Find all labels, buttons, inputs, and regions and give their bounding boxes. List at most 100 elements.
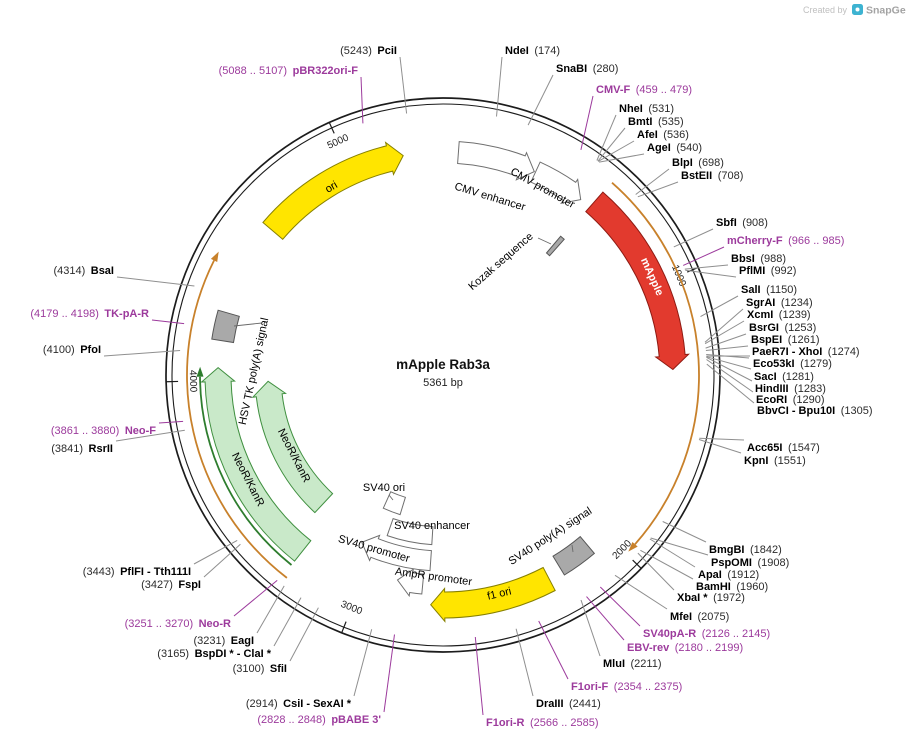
feature-label-ori: ori [323, 179, 340, 196]
enzyme-label-bbvci-bpu10i: BbvCI - Bpu10I (1305) [757, 405, 873, 417]
enzyme-label-bamhi: BamHI (1960) [696, 581, 768, 593]
plasmid-title: mApple Rab3a [396, 357, 490, 372]
enzyme-label-bmti: BmtI (535) [628, 116, 684, 128]
primer-leader-line [682, 246, 725, 266]
enzyme-label-pcii: (5243) PciI [340, 45, 397, 57]
enzyme-leader-line [650, 537, 709, 556]
feature-thin-arc-left-green-head [196, 366, 204, 377]
snapgene-logo-dot [855, 7, 860, 12]
feature-leader-line [537, 237, 552, 245]
enzyme-label-mlui: MluI (2211) [603, 658, 661, 670]
primer-leader-line [580, 95, 594, 151]
enzyme-label-ecori: EcoRI (1290) [756, 394, 824, 406]
enzyme-label-pflfi-tth111i: (3443) PflFI - Tth111I [83, 566, 191, 578]
enzyme-leader-line [496, 56, 503, 117]
enzyme-label-eco53ki: Eco53kI (1279) [753, 358, 832, 370]
feature-box-sv40-poly-a-signal [552, 535, 596, 576]
enzyme-label-paer7i-xhoi: PaeR7I - XhoI (1274) [752, 346, 860, 358]
enzyme-leader-line [527, 74, 554, 126]
primer-label-mcherry-f: mCherry-F (966 .. 985) [727, 235, 844, 247]
feature-arrow-f1-ori [430, 566, 556, 623]
enzyme-label-bbsi: BbsI (988) [731, 253, 786, 265]
primer-leader-line [586, 596, 625, 641]
enzyme-leader-line [635, 168, 670, 195]
enzyme-label-fspi: (3427) FspI [141, 579, 201, 591]
enzyme-leader-line [399, 56, 408, 114]
enzyme-label-pfoi: (4100) PfoI [43, 344, 101, 356]
enzyme-leader-line [103, 350, 181, 357]
primer-label-neo-f: (3861 .. 3880) Neo-F [51, 425, 156, 437]
enzyme-leader-line [700, 295, 739, 318]
enzyme-label-kpni: KpnI (1551) [744, 455, 806, 467]
primer-leader-line [233, 580, 278, 617]
primer-leader-line [538, 620, 569, 680]
enzyme-label-xbai-: XbaI * (1972) [677, 592, 745, 604]
enzyme-leader-line [706, 363, 755, 404]
enzyme-label-agei: AgeI (540) [647, 142, 702, 154]
enzyme-leader-line [115, 429, 185, 442]
primer-label-tk-pa-r: (4179 .. 4198) TK-pA-R [30, 308, 149, 320]
enzyme-leader-line [705, 333, 747, 349]
primer-leader-line [383, 634, 395, 713]
enzyme-leader-line [580, 599, 601, 657]
enzyme-label-bspdi-clai-: (3165) BspDI * - ClaI * [157, 648, 271, 660]
enzyme-leader-line [704, 320, 745, 345]
enzyme-label-acc65i: Acc65I (1547) [747, 442, 820, 454]
enzyme-leader-line [515, 628, 534, 697]
enzyme-label-eagi: (3231) EagI [193, 635, 254, 647]
feature-arrow-mapple [585, 191, 690, 371]
enzyme-leader-line [706, 356, 752, 370]
enzyme-leader-line [193, 539, 238, 565]
feature-box-hsv-tk-poly-a-signal [211, 309, 240, 344]
enzyme-leader-line [706, 359, 754, 393]
scale-tick-label: 5000 [326, 132, 351, 151]
feature-arrow-cmv-promoter [530, 161, 582, 205]
feature-box-sv40-ori [382, 491, 407, 516]
feature-arrow-sv40-promoter [361, 534, 432, 572]
enzyme-leader-line [203, 543, 241, 578]
primer-leader-line [599, 586, 641, 627]
primer-label-ebv-rev: EBV-rev (2180 .. 2199) [627, 642, 743, 654]
scale-tick [632, 559, 642, 569]
plasmid-size: 5361 bp [423, 377, 463, 389]
enzyme-leader-line [256, 585, 285, 634]
enzyme-leader-line [353, 629, 373, 697]
enzyme-label-pflmi: PflMI (992) [739, 265, 796, 277]
enzyme-label-sfii: (3100) SfiI [233, 663, 287, 675]
scale-tick-label: 3000 [339, 599, 364, 618]
primer-leader-line [158, 420, 184, 424]
snapgene-credit: Created by SnapGene [803, 4, 906, 17]
feature-arrow-neor-kanr [251, 380, 334, 514]
feature-leader-line [571, 544, 574, 553]
enzyme-label-bsteii: BstEII (708) [681, 170, 743, 182]
enzyme-leader-line [684, 264, 729, 270]
enzyme-label-sbfi: SbfI (908) [716, 217, 768, 229]
feature-arrow-neor-kanr [200, 366, 312, 562]
credit-prefix: Created by [803, 5, 848, 15]
enzyme-leader-line [699, 437, 745, 441]
feature-thin-arc-left-green [199, 376, 293, 566]
enzyme-leader-line [640, 549, 694, 580]
primer-label-f1ori-f: F1ori-F (2354 .. 2375) [571, 681, 682, 693]
feature-label-kozak-sequence: Kozak sequence [466, 231, 535, 293]
enzyme-label-bmgbi: BmgBI (1842) [709, 544, 782, 556]
snapgene-logo-icon [852, 4, 863, 15]
primer-leader-line [360, 76, 364, 124]
primer-leader-line [151, 319, 185, 325]
enzyme-leader-line [289, 607, 319, 662]
enzyme-label-sali: SalI (1150) [741, 284, 797, 296]
enzyme-label-pspomi: PspOMI (1908) [711, 557, 789, 569]
primer-label-sv40pa-r: SV40pA-R (2126 .. 2145) [643, 628, 770, 640]
feature-label-sv40-enhancer: SV40 enhancer [394, 520, 470, 532]
enzyme-leader-line [596, 114, 617, 161]
feature-leader-line [388, 494, 394, 501]
credit-brand: SnapGene [866, 5, 906, 17]
primer-label-pbr322ori-f: (5088 .. 5107) pBR322ori-F [219, 65, 359, 77]
scale-tick [328, 122, 335, 134]
feature-thin-arc-right-orange-head [628, 542, 638, 552]
enzyme-label-xcmi: XcmI (1239) [747, 309, 811, 321]
feature-box-kozak-sequence [545, 235, 565, 257]
feature-thin-arc-left-orange-head [210, 251, 219, 262]
